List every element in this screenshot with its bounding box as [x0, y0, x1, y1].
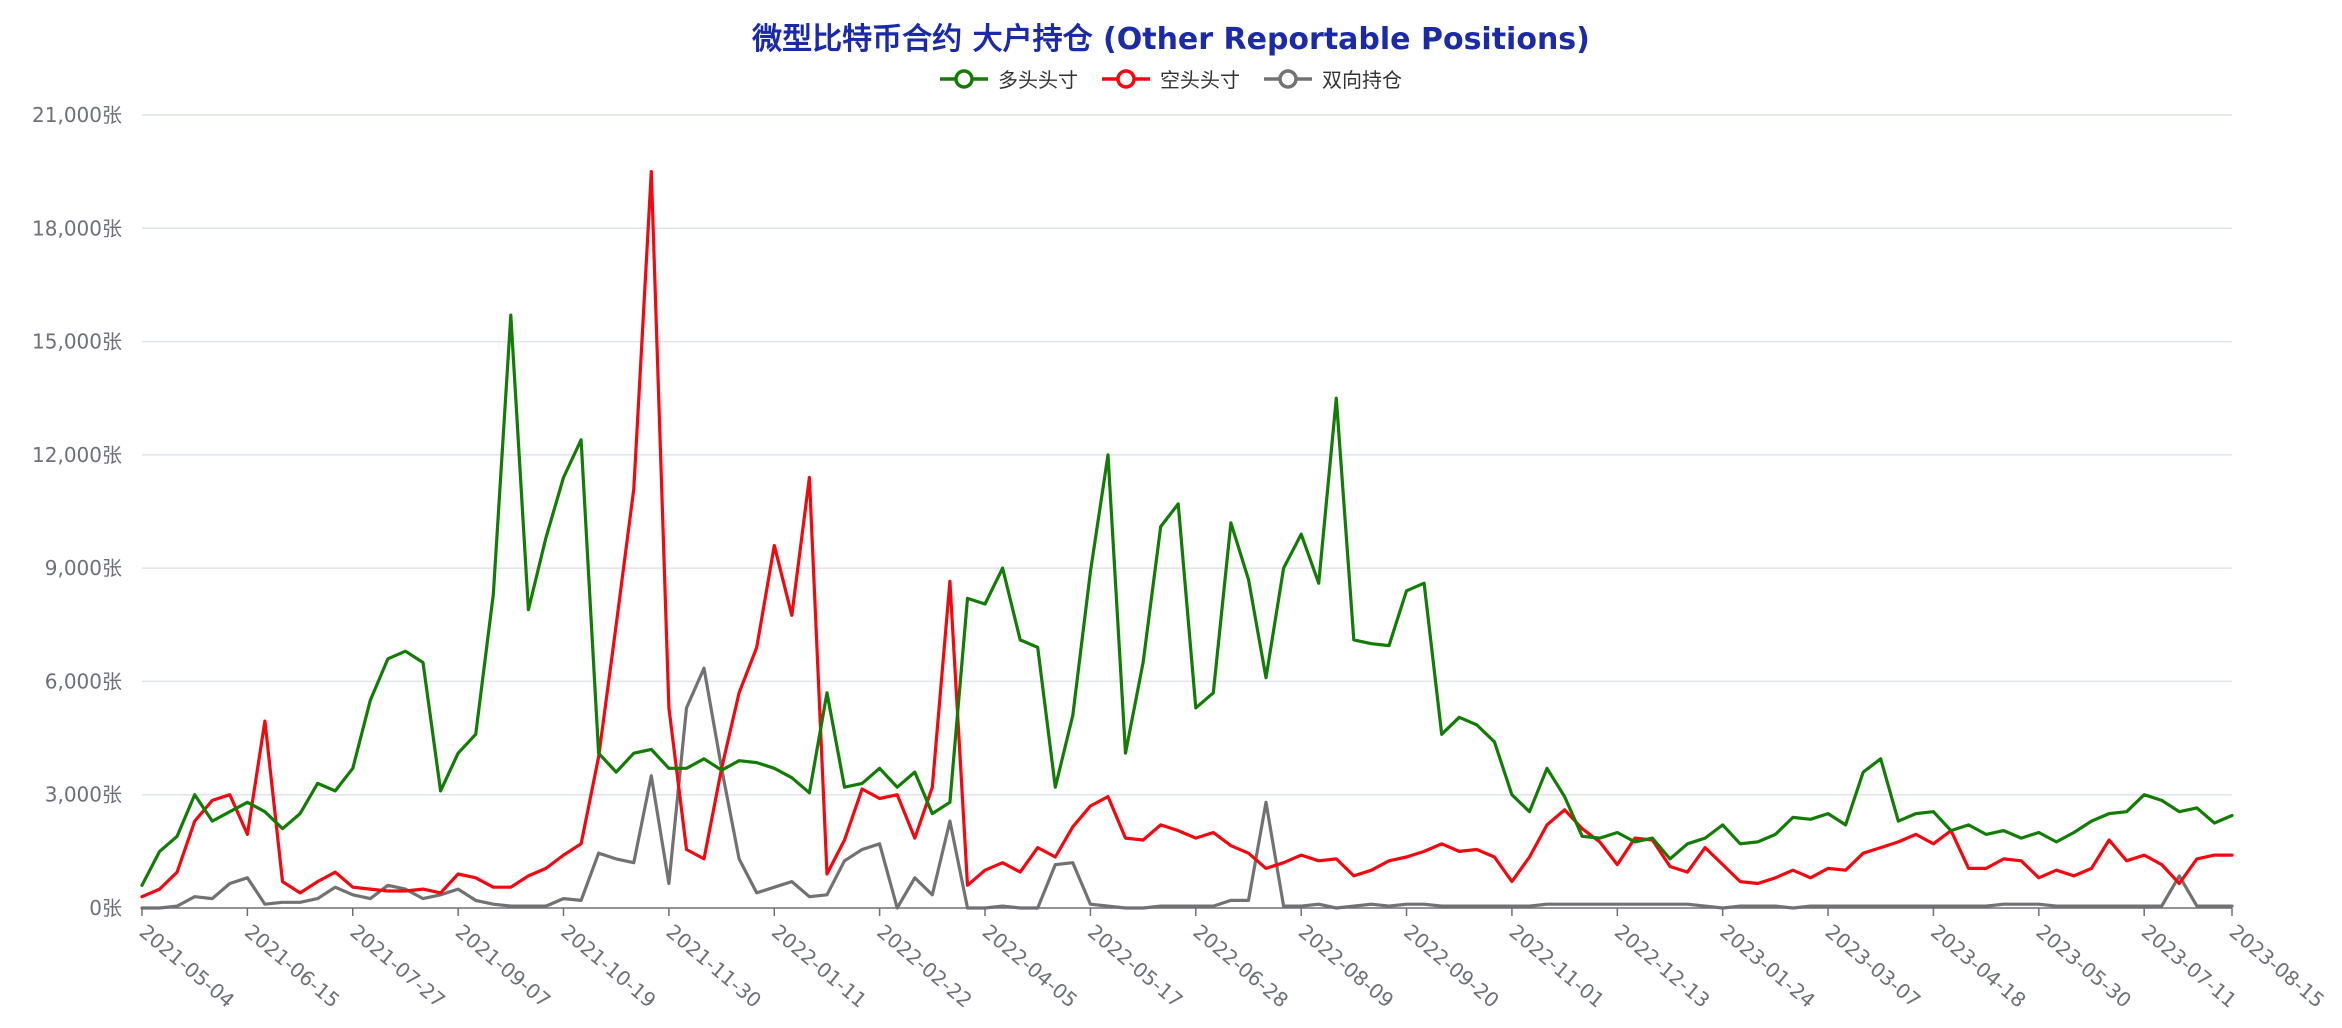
legend-swatch-short — [1102, 68, 1150, 89]
x-tick-label: 2021-07-27 — [346, 919, 450, 1012]
legend-item-short[interactable]: 空头头寸 — [1102, 64, 1240, 93]
axis-layer: 0张 3,000张 6,000张 9,000张 12,000张 15,000张 18,000… — [32, 103, 2329, 1013]
y-tick-label: 15,000张 — [32, 330, 122, 354]
y-tick-label: 9,000张 — [45, 556, 122, 580]
x-tick-label: 2022-08-09 — [1294, 919, 1398, 1012]
legend-item-spread[interactable]: 双向持仓 — [1264, 64, 1402, 93]
x-tick-label: 2023-03-07 — [1821, 919, 1925, 1012]
x-tick-label: 2022-12-13 — [1610, 919, 1714, 1012]
x-tick-label: 2022-09-20 — [1399, 919, 1503, 1012]
y-tick-label: 21,000张 — [32, 103, 122, 127]
x-tick-label: 2021-06-15 — [240, 919, 344, 1012]
x-tick-label: 2022-05-17 — [1083, 919, 1187, 1012]
x-tick-label: 2021-09-07 — [451, 919, 555, 1012]
grid-layer — [142, 114, 2232, 796]
x-tick-label: 2021-10-19 — [556, 919, 660, 1012]
y-tick-label: 12,000张 — [32, 443, 122, 467]
y-tick-label: 0张 — [89, 896, 122, 920]
series-line-long — [140, 313, 2234, 887]
x-tick-label: 2023-05-30 — [2032, 919, 2136, 1012]
x-tick-label: 2022-04-05 — [978, 919, 1082, 1012]
series-line-short — [140, 170, 2234, 899]
x-tick-label: 2021-05-04 — [135, 919, 239, 1012]
legend-item-long[interactable]: 多头头寸 — [940, 64, 1078, 93]
y-tick-label: 3,000张 — [45, 783, 122, 807]
legend-label-long: 多头头寸 — [998, 68, 1078, 92]
legend-label-short: 空头头寸 — [1160, 68, 1240, 92]
y-tick-label: 6,000张 — [45, 669, 122, 693]
x-tick-label: 2021-11-30 — [662, 919, 766, 1012]
legend-label-spread: 双向持仓 — [1322, 68, 1402, 92]
chart-title: 微型比特币合约 大户持仓 (Other Reportable Positions… — [752, 22, 1590, 57]
x-tick-label: 2022-06-28 — [1189, 919, 1293, 1012]
series-line-spread — [140, 666, 2234, 910]
x-tick-label: 2022-02-22 — [872, 919, 976, 1012]
x-tick-label: 2022-01-11 — [767, 919, 871, 1012]
y-tick-label: 18,000张 — [32, 216, 122, 240]
x-tick-label: 2022-11-01 — [1505, 919, 1609, 1012]
x-tick-label: 2023-07-11 — [2137, 919, 2241, 1012]
legend-swatch-spread — [1264, 68, 1312, 89]
legend-swatch-long — [940, 68, 988, 89]
x-tick-label: 2023-01-24 — [1715, 919, 1819, 1012]
series-layer — [140, 170, 2234, 910]
x-tick-label: 2023-04-18 — [1926, 919, 2030, 1012]
x-tick-label: 2023-08-15 — [2225, 919, 2329, 1012]
legend: 多头头寸 空头头寸 双向持仓 — [0, 64, 2342, 93]
